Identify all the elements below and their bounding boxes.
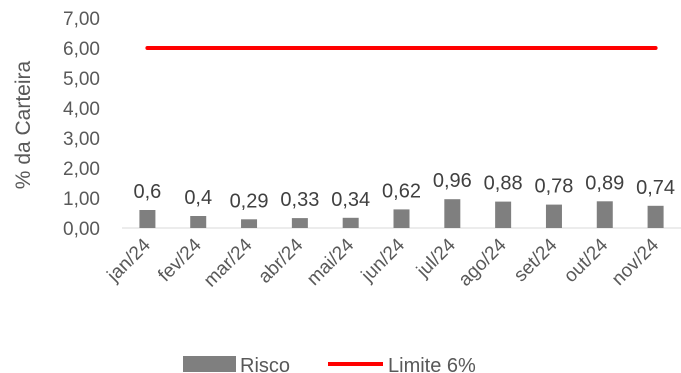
bar-set-24 (545, 204, 562, 228)
y-tick-label: 1,00 (63, 189, 100, 210)
x-tick-label: ago/24 (455, 234, 511, 290)
x-tick-label: set/24 (510, 234, 562, 286)
bar-ago-24 (495, 201, 512, 228)
x-tick-label: jun/24 (357, 234, 409, 286)
data-label: 0,6 (134, 181, 162, 203)
x-tick-label: mar/24 (200, 234, 257, 291)
bar-out-24 (596, 201, 613, 228)
bar-abr-24 (291, 218, 308, 228)
y-tick-label: 5,00 (63, 69, 100, 90)
data-label: 0,89 (585, 172, 624, 194)
legend-label-limite: Limite 6% (388, 355, 476, 373)
x-tick-label: jan/24 (103, 234, 155, 286)
bars (139, 199, 664, 228)
bar-mai-24 (342, 217, 359, 228)
bar-jun-24 (393, 209, 410, 228)
y-tick-label: 7,00 (63, 9, 100, 30)
data-labels: 0,6 0,4 0,29 0,33 0,34 0,62 0,96 0,88 0,78 0,89 0,… (134, 170, 676, 212)
x-tick-label: mai/24 (303, 234, 358, 289)
y-axis-ticks: 0,00 1,00 2,00 3,00 4,00 5,00 6,00 7,00 (63, 9, 100, 240)
y-tick-label: 3,00 (63, 129, 100, 150)
bar-nov-24 (647, 205, 664, 228)
legend-label-risco: Risco (240, 355, 290, 373)
y-tick-label: 0,00 (63, 219, 100, 240)
x-tick-label: fev/24 (154, 234, 206, 286)
y-tick-label: 2,00 (63, 159, 100, 180)
data-label: 0,78 (534, 176, 573, 198)
data-label: 0,34 (331, 189, 370, 211)
data-label: 0,62 (382, 180, 421, 202)
legend: Risco Limite 6% (183, 355, 476, 373)
legend-swatch-risco (183, 356, 236, 372)
y-axis-label: % da Carteira (12, 60, 35, 189)
data-label: 0,88 (484, 173, 523, 195)
x-tick-label: out/24 (560, 234, 613, 287)
bar-mar-24 (241, 219, 258, 228)
data-label: 0,96 (433, 170, 472, 192)
data-label: 0,4 (184, 187, 212, 209)
data-label: 0,33 (280, 189, 319, 211)
x-tick-label: nov/24 (608, 234, 663, 289)
x-tick-label: jul/24 (412, 234, 460, 282)
y-tick-label: 6,00 (63, 39, 100, 60)
data-label: 0,74 (636, 177, 675, 199)
bar-fev-24 (190, 216, 207, 228)
bar-jul-24 (444, 199, 461, 228)
bar-jan-24 (139, 210, 156, 228)
y-tick-label: 4,00 (63, 99, 100, 120)
x-tick-label: abr/24 (254, 234, 307, 287)
data-label: 0,29 (230, 190, 269, 212)
